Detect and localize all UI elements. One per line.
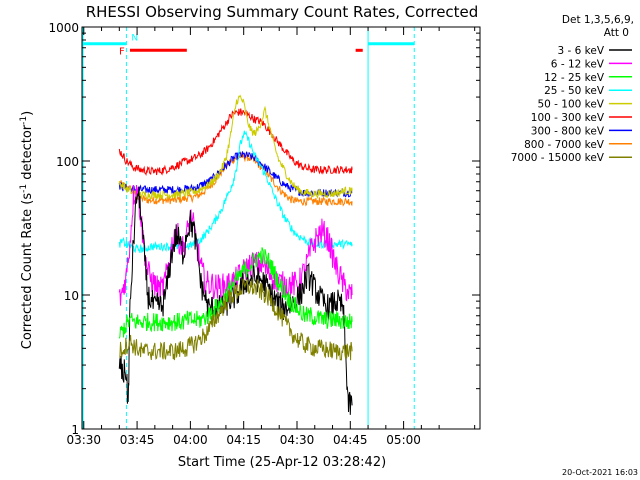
y-axis-label-sup-1: -1	[19, 184, 29, 193]
night-label: N	[131, 34, 138, 44]
y-axis-label-sup-2: -1	[19, 116, 29, 125]
y-axis: 1 10 100 1000	[48, 21, 480, 437]
series-line	[118, 186, 353, 415]
legend-entry-label: 100 - 300 keV	[531, 112, 605, 124]
x-tick-label: 05:00	[386, 433, 421, 447]
legend-header: Det 1,3,5,6,9,	[562, 14, 634, 26]
plot-area: NF	[82, 27, 415, 429]
timestamp: 20-Oct-2021 16:03	[562, 468, 638, 477]
y-axis-label-mid: detector	[20, 124, 35, 184]
legend-entry-label: 300 - 800 keV	[531, 125, 605, 137]
x-tick-label: 04:00	[173, 433, 208, 447]
x-tick-label: 03:30	[66, 433, 101, 447]
legend-entry-label: 6 - 12 keV	[551, 58, 605, 70]
x-tick-label: 04:30	[280, 433, 315, 447]
chart-title: RHESSI Observing Summary Count Rates, Co…	[86, 3, 479, 21]
y-tick-label: 1	[71, 423, 79, 437]
y-axis-label-main: Corrected Count Rate (s	[20, 193, 35, 350]
x-tick-label: 04:45	[333, 433, 368, 447]
x-axis: 03:30 03:45 04:00 04:15 04:30 04:45 05:00	[66, 27, 476, 447]
legend-entry-label: 7000 - 15000 keV	[511, 152, 605, 164]
y-tick-label: 10	[64, 289, 79, 303]
y-tick-label: 100	[56, 155, 79, 169]
y-axis-label: Corrected Count Rate (s-1 detector-1)	[19, 111, 35, 349]
flare-label: F	[119, 46, 125, 57]
x-axis-label: Start Time (25-Apr-12 03:28:42)	[178, 455, 386, 470]
legend-header: Att 0	[604, 27, 629, 39]
legend-entry-label: 12 - 25 keV	[544, 72, 605, 84]
x-tick-label: 03:45	[120, 433, 155, 447]
series-line	[118, 94, 353, 201]
y-tick-label: 1000	[48, 21, 79, 35]
x-tick-label: 04:15	[226, 433, 261, 447]
legend-entry-label: 800 - 7000 keV	[524, 139, 605, 151]
series-line	[118, 247, 353, 339]
legend-entry-label: 50 - 100 keV	[537, 99, 604, 111]
legend-entry-label: 3 - 6 keV	[557, 45, 604, 57]
y-axis-label-end: )	[20, 111, 35, 116]
legend-entry-label: 25 - 50 keV	[544, 85, 605, 97]
series-line	[118, 108, 353, 177]
plot-frame	[81, 26, 481, 430]
series-line	[119, 278, 353, 361]
